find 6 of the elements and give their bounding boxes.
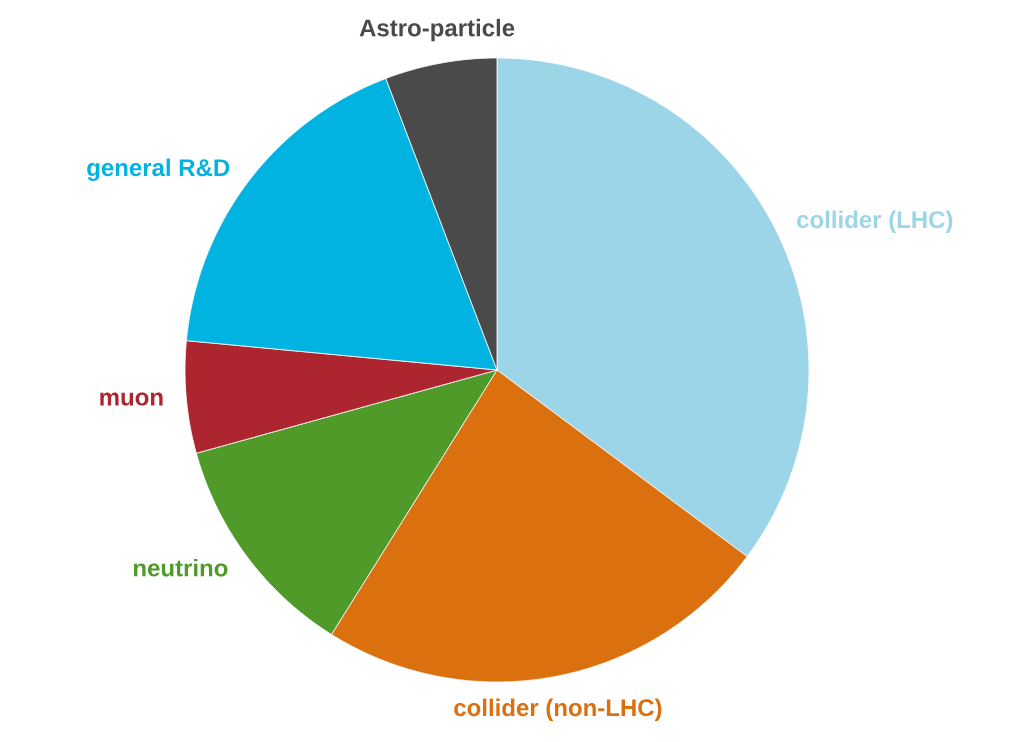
slice-label: general R&D [87,158,230,181]
slice-label: muon [100,392,163,406]
slice-label: collider (non-LHC) [454,698,662,721]
slice-label: collider (LHC) [797,210,953,233]
slice-label: neutrino [133,558,228,577]
slice-label: Astro-particle [359,18,515,42]
